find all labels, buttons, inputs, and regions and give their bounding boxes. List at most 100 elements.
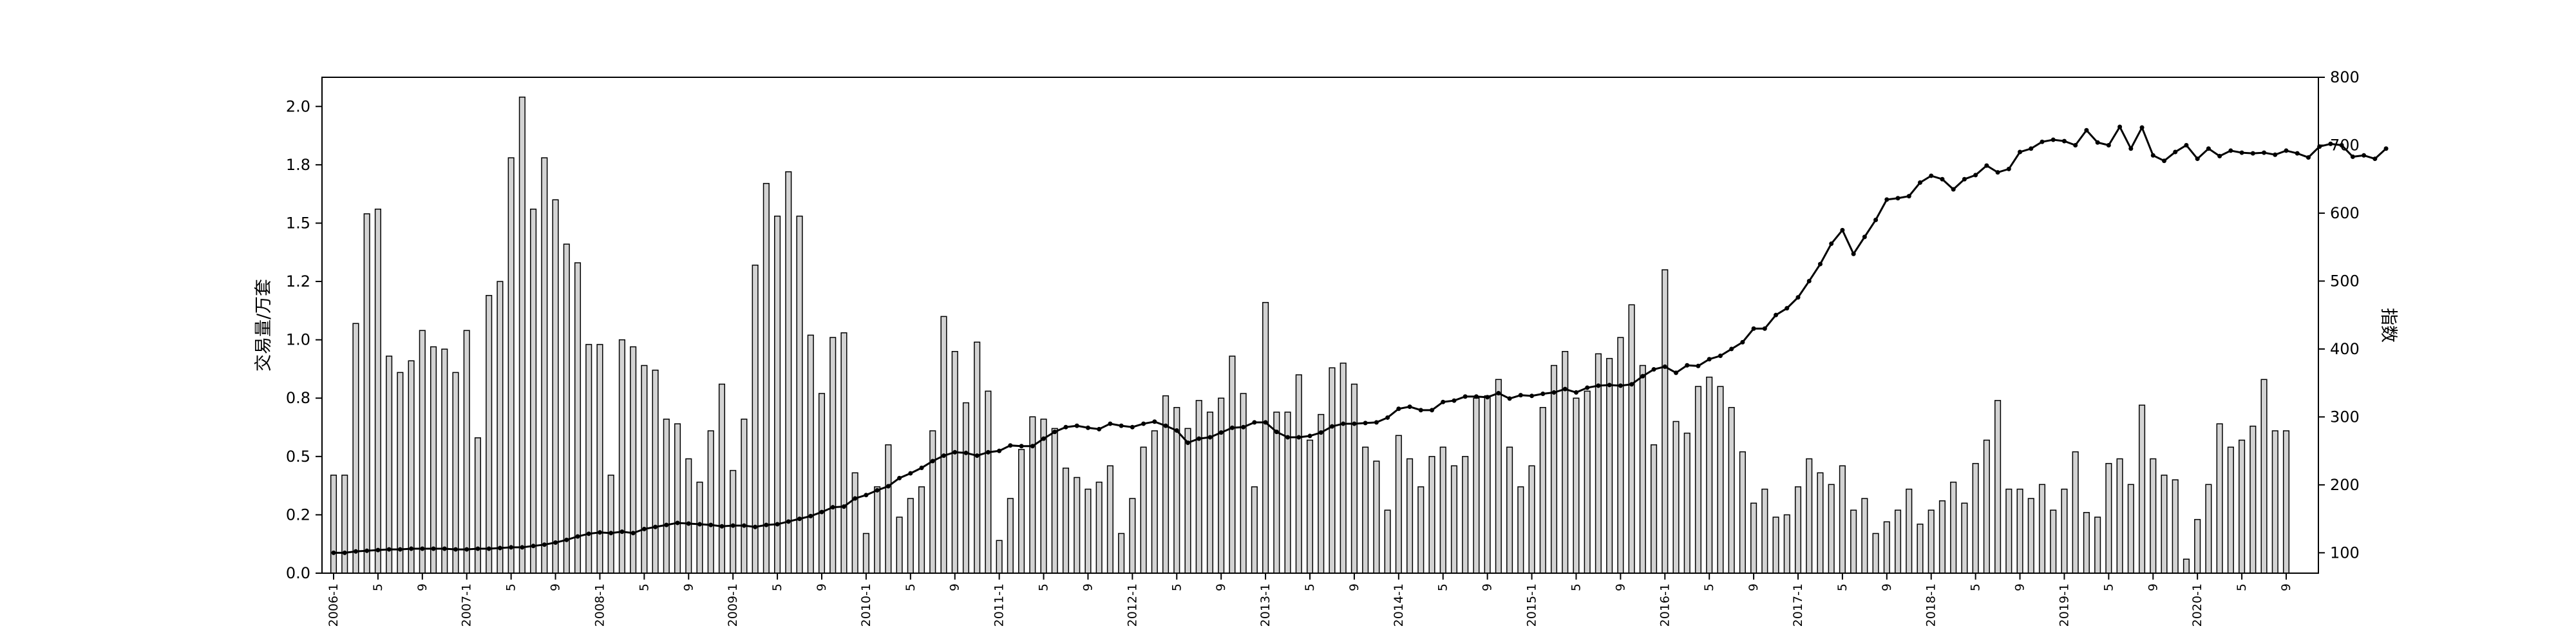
- index-point: [1374, 420, 1379, 425]
- x-tick-label: 5: [770, 583, 784, 591]
- index-point: [464, 547, 469, 552]
- volume-bar: [1306, 439, 1314, 574]
- index-point: [509, 545, 514, 550]
- x-tick-label: 9: [948, 583, 962, 591]
- index-point: [1762, 326, 1767, 331]
- index-point: [2217, 153, 2222, 158]
- index-point: [1274, 430, 1279, 435]
- index-point: [1662, 364, 1667, 369]
- volume-bar: [574, 262, 582, 574]
- index-point: [1473, 394, 1479, 399]
- volume-bar: [707, 430, 714, 574]
- index-point: [575, 534, 580, 539]
- volume-bar: [2194, 518, 2201, 574]
- volume-bar: [1473, 397, 1480, 574]
- left-tick-label: 1.8: [286, 156, 310, 174]
- index-point: [1485, 395, 1490, 400]
- volume-bar: [2027, 498, 2034, 574]
- volume-bar: [2150, 458, 2157, 574]
- volume-bar: [1894, 509, 1902, 574]
- x-tick-label: 2019-1: [2057, 583, 2071, 627]
- index-point: [497, 545, 502, 551]
- volume-bar: [585, 344, 592, 574]
- index-point: [1674, 370, 1678, 375]
- index-point: [1385, 415, 1390, 420]
- volume-bar: [1839, 465, 1846, 574]
- index-point: [2006, 166, 2011, 171]
- index-point: [1108, 421, 1113, 426]
- volume-bar: [1350, 383, 1358, 574]
- volume-bar: [1406, 458, 1414, 574]
- index-point: [2040, 139, 2045, 144]
- volume-bar: [641, 365, 648, 574]
- x-tick-label: 9: [1347, 583, 1361, 591]
- index-point: [1562, 386, 1567, 392]
- volume-bar: [563, 243, 570, 574]
- volume-bar: [1961, 502, 1968, 574]
- volume-bar: [1562, 351, 1569, 574]
- volume-bar: [2038, 484, 2046, 574]
- volume-bar: [1428, 456, 1435, 574]
- volume-bar: [486, 295, 493, 574]
- volume-bar: [1606, 357, 1613, 574]
- index-point: [708, 522, 714, 527]
- x-tick-label: 5: [2235, 583, 2249, 591]
- index-point: [664, 522, 669, 527]
- index-point: [1873, 218, 1879, 223]
- index-point: [1019, 444, 1024, 449]
- index-point: [1052, 430, 1057, 435]
- volume-bar: [951, 351, 958, 574]
- index-point: [1418, 408, 1423, 413]
- index-point: [2073, 142, 2078, 147]
- index-point: [2095, 140, 2100, 145]
- volume-bar: [474, 437, 482, 574]
- index-point: [886, 484, 891, 489]
- volume-bar: [1340, 363, 1347, 574]
- x-tick-label: 5: [371, 583, 385, 591]
- line-series: [331, 124, 2389, 555]
- volume-bar: [851, 472, 858, 574]
- x-tick-label: 9: [1747, 583, 1761, 591]
- volume-bar: [1218, 397, 1225, 574]
- volume-bar: [1750, 502, 1757, 574]
- index-point: [1751, 326, 1756, 331]
- volume-bar: [1506, 446, 1513, 574]
- index-point: [997, 448, 1002, 453]
- index-point: [1463, 394, 1468, 399]
- volume-bar: [652, 370, 659, 574]
- x-tick-label: 2012-1: [1125, 583, 1139, 627]
- volume-bar: [408, 360, 415, 574]
- volume-bar: [1794, 486, 1802, 574]
- volume-bar: [1938, 500, 1946, 574]
- index-point: [2150, 153, 2155, 158]
- volume-bar: [497, 281, 504, 574]
- index-point: [1163, 423, 1168, 428]
- x-tick-label: 5: [1170, 583, 1184, 591]
- volume-bar: [741, 419, 748, 574]
- volume-bar: [1329, 367, 1336, 574]
- index-point: [1696, 363, 1701, 368]
- volume-bar: [1950, 481, 1957, 574]
- volume-bar: [1051, 428, 1058, 574]
- x-tick-label: 9: [415, 583, 430, 591]
- volume-bar: [663, 419, 670, 574]
- index-point: [1851, 251, 1856, 256]
- index-point: [520, 545, 525, 550]
- index-point: [1862, 234, 1867, 240]
- volume-bar: [607, 475, 614, 574]
- index-point: [963, 450, 969, 455]
- index-point: [1352, 421, 1357, 426]
- volume-bar: [386, 355, 393, 574]
- index-point: [1252, 420, 1257, 425]
- volume-bar: [374, 208, 381, 574]
- volume-bar: [2282, 430, 2290, 574]
- index-point: [1041, 436, 1046, 441]
- volume-bar: [2205, 484, 2212, 574]
- index-point: [1307, 433, 1312, 439]
- index-point: [586, 531, 591, 536]
- index-point: [1441, 399, 1446, 404]
- index-point: [2284, 148, 2289, 153]
- index-point: [919, 466, 924, 471]
- volume-bar: [1806, 458, 1813, 574]
